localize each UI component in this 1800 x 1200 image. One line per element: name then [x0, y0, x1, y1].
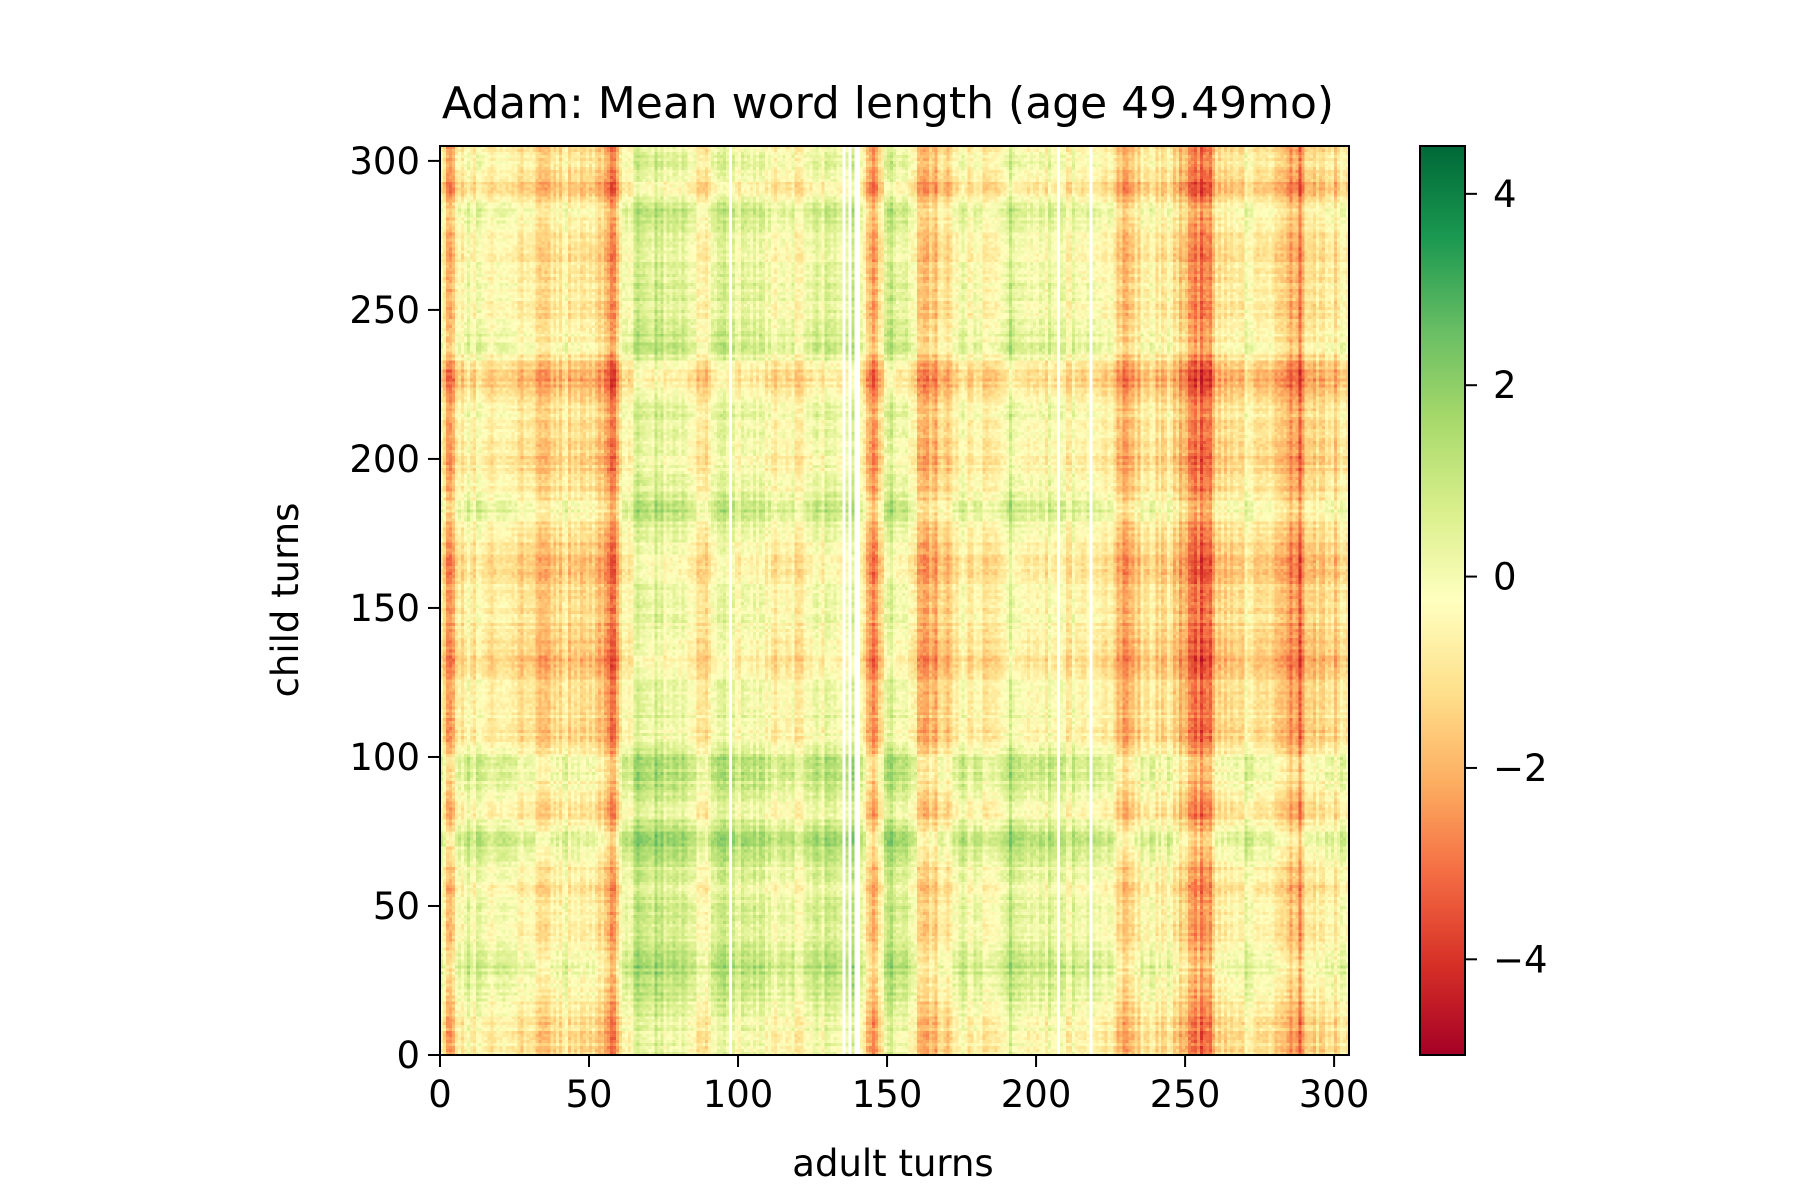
y-tick-label: 100 — [349, 736, 420, 779]
x-axis-label: adult turns — [792, 1142, 993, 1185]
colorbar-tick-label: −4 — [1493, 938, 1548, 981]
colorbar-tick-label: 0 — [1493, 556, 1517, 599]
x-tick-label: 200 — [1001, 1073, 1072, 1116]
y-tick-label: 200 — [349, 438, 420, 481]
colorbar-frame — [1419, 145, 1466, 1056]
colorbar-tick-label: −2 — [1493, 747, 1548, 790]
y-axis: 0 50 100 150 200 250 300 — [349, 140, 440, 1077]
x-tick-label: 100 — [703, 1073, 774, 1116]
x-tick-label: 300 — [1299, 1073, 1370, 1116]
x-axis: 0 50 100 150 200 250 300 — [428, 1055, 1369, 1116]
y-tick-label: 300 — [349, 140, 420, 183]
x-tick-label: 250 — [1150, 1073, 1221, 1116]
x-tick-label: 0 — [428, 1073, 452, 1116]
x-tick-label: 50 — [565, 1073, 612, 1116]
colorbar — [1420, 146, 1465, 1055]
y-axis-label: child turns — [264, 503, 307, 698]
x-tick-label: 150 — [852, 1073, 923, 1116]
chart-title: Adam: Mean word length (age 49.49mo) — [442, 78, 1334, 129]
colorbar-tick-label: 2 — [1493, 364, 1517, 407]
y-tick-label: 0 — [396, 1034, 420, 1077]
colorbar-ticks: 4 2 0 −2 −4 — [1465, 173, 1548, 981]
colorbar-tick-label: 4 — [1493, 173, 1517, 216]
heatmap-cells — [440, 146, 1349, 1055]
heatmap-plot-area — [440, 146, 1349, 1055]
heatmap-frame — [439, 145, 1350, 1056]
y-tick-label: 250 — [349, 289, 420, 332]
y-tick-label: 50 — [373, 885, 420, 928]
y-tick-label: 150 — [349, 587, 420, 630]
